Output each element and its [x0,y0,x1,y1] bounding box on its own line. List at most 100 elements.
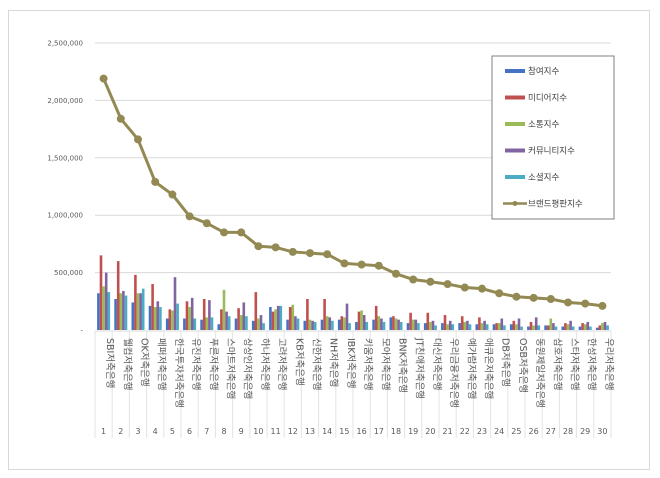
rank-label: 27 [546,427,556,436]
bar [598,325,602,330]
bar [151,284,154,330]
line-marker [185,212,194,221]
rank-label: 24 [494,427,504,436]
bar [208,300,211,330]
bar [423,323,427,330]
bar [527,326,530,330]
y-tick-label: 500,000 [54,269,83,277]
bar [200,319,203,330]
bar [159,307,162,330]
category-label: 유진저축은행 [190,338,202,390]
bar [139,293,142,330]
bar [595,327,599,330]
bar [460,316,464,330]
bar [554,326,558,330]
bar [294,316,297,330]
category-label: 모아저축은행 [379,338,391,390]
legend-swatch [505,175,525,179]
bar [234,318,238,330]
bar [269,307,272,330]
line-marker [598,301,607,310]
bar [480,323,484,330]
category-label: 고려저축은행 [276,338,288,390]
category-label: 예가람저축은행 [465,338,477,399]
bar [372,319,375,330]
rank-label: 26 [529,427,539,436]
bar [355,321,358,330]
bar [564,323,567,330]
bar [503,325,506,330]
bar [429,321,432,330]
rank-label: 29 [580,427,590,436]
legend-swatch [505,148,525,153]
bar [520,326,523,330]
bar [153,307,157,330]
category-label: BNK저축은행 [397,338,409,393]
bar [331,320,334,330]
y-tick-label: 1,500,000 [47,154,83,162]
rank-label: 12 [288,427,298,436]
bar [500,318,504,330]
line-marker [529,293,538,302]
bar [446,324,449,330]
bar [245,316,248,330]
bar [296,318,300,330]
legend-label: 소통지수 [528,120,559,130]
bar [348,323,351,330]
bar [288,307,292,330]
bar [291,304,295,330]
line-marker [357,260,366,269]
category-label: 한국투자저축은행 [173,338,185,408]
rank-label: 22 [460,427,470,436]
bar [173,277,177,330]
bar [97,293,100,330]
bar [583,324,587,330]
bar [225,311,228,330]
bar [360,310,363,330]
category-label: 애큐온저축은행 [483,338,495,399]
bar [589,326,592,330]
bar [569,320,572,330]
bar [552,323,555,330]
bar [343,317,346,330]
bar [210,317,214,330]
bar [414,319,418,330]
bar [165,318,169,330]
category-label: 키움저축은행 [362,338,374,390]
line-marker [460,283,469,292]
bar [141,288,145,330]
bar [311,320,314,330]
bar [399,321,403,330]
rank-label: 11 [271,427,281,436]
bar [411,319,415,330]
bar [537,325,541,330]
bar [257,318,260,330]
bar [483,320,486,330]
line-marker [151,177,160,186]
rank-label: 4 [153,427,158,436]
bar [566,324,570,330]
bar [176,303,179,330]
bar [443,315,447,330]
legend-label: 커뮤니티지수 [528,146,575,157]
bar [237,308,240,330]
line-marker [237,228,246,237]
category-label: 상상인저축은행 [242,338,254,399]
bar [202,299,206,330]
line-marker [581,299,590,308]
bar [431,320,435,330]
bar [475,324,479,330]
bar [534,317,538,330]
line-marker [306,249,314,258]
bar [107,292,111,330]
bar [183,318,186,330]
bar [532,325,535,330]
bar [205,317,209,330]
line-marker [254,242,263,251]
bar [148,305,152,330]
rank-label: 6 [187,427,192,436]
bar [517,318,521,330]
bar [262,323,265,330]
line-marker [116,114,125,123]
bar [434,325,437,330]
